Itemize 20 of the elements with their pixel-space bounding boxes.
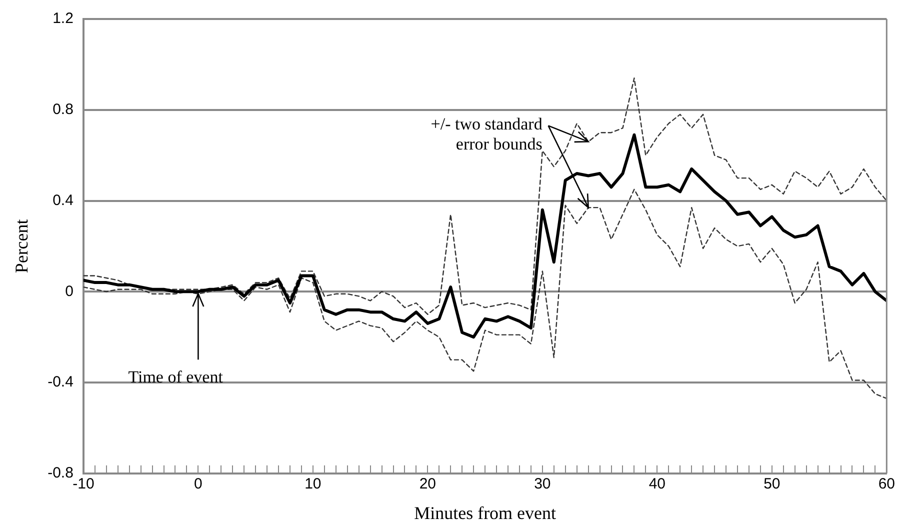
line-series	[83, 188, 887, 400]
x-tick-label: 30	[534, 476, 551, 493]
x-tick-label: 0	[194, 476, 202, 493]
line-series	[83, 77, 887, 315]
y-tick-label: 0	[65, 282, 74, 300]
x-tick-label: 20	[419, 476, 436, 493]
annotation: Time of event	[128, 368, 224, 387]
y-tick-label: 1.2	[52, 10, 74, 28]
annotation: +/- two standard error bounds	[430, 114, 543, 154]
x-tick-label: 60	[878, 476, 895, 493]
y-tick-label: 0.4	[52, 192, 74, 209]
x-tick-label: 50	[764, 476, 780, 493]
x-tick-label: 40	[648, 476, 666, 493]
x-axis-title: Minutes from event	[414, 502, 556, 523]
y-tick-label: -0.8	[48, 464, 74, 482]
y-axis-title: Percent	[12, 219, 32, 274]
x-tick-label: -10	[72, 476, 94, 493]
y-tick-label: -0.4	[48, 374, 74, 391]
y-tick-label: 0.8	[52, 101, 74, 118]
x-tick-label: 10	[304, 476, 322, 493]
